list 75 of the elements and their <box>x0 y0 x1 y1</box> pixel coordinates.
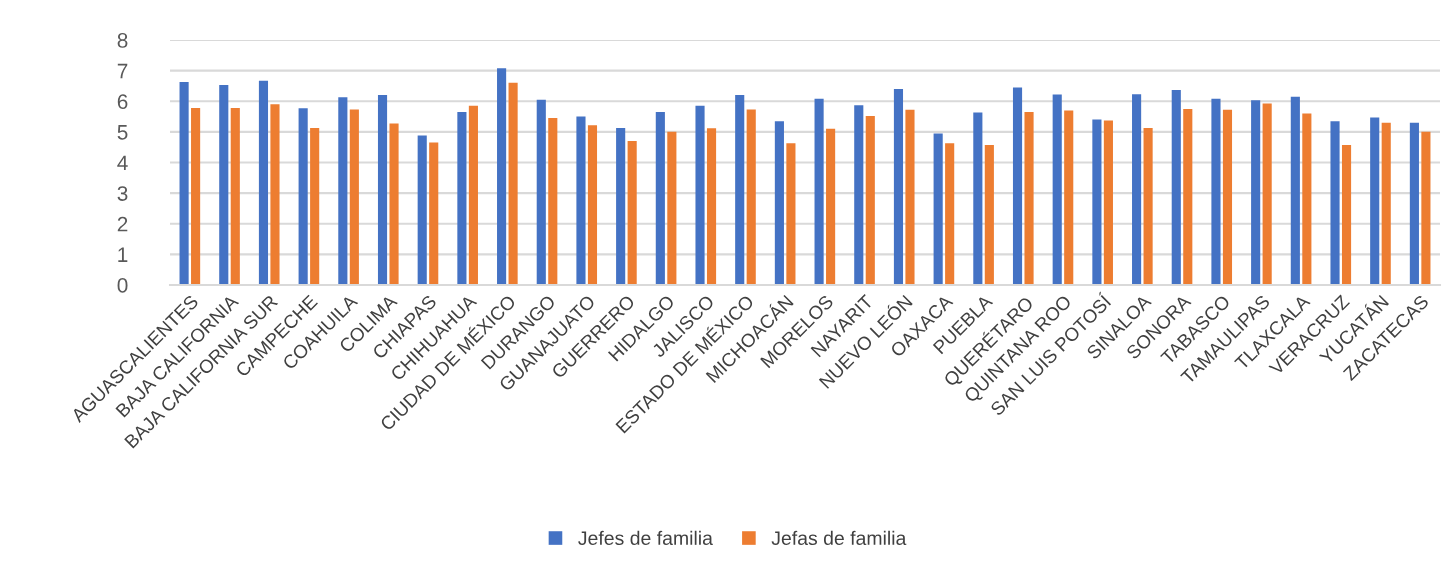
bar <box>1330 121 1340 285</box>
bar <box>179 81 189 285</box>
bar <box>984 145 994 285</box>
y-tick-label: 1 <box>118 247 128 262</box>
bar <box>667 131 677 285</box>
bar <box>497 68 507 285</box>
bar <box>1012 87 1023 285</box>
y-tick-label: 7 <box>117 63 128 79</box>
bar <box>746 109 756 285</box>
bar <box>1052 94 1062 285</box>
y-tick-label: 2 <box>117 216 128 232</box>
bar <box>893 89 904 285</box>
bar <box>270 104 280 285</box>
bar <box>814 98 824 285</box>
bar <box>1132 94 1142 285</box>
bar <box>706 128 717 285</box>
bar <box>548 118 558 285</box>
bar <box>1341 145 1352 285</box>
bar <box>735 95 745 285</box>
bar <box>865 115 875 285</box>
bar <box>1370 117 1380 285</box>
bar <box>655 111 665 285</box>
bar <box>1024 111 1034 285</box>
bar <box>945 143 955 285</box>
bar <box>1103 120 1113 285</box>
y-tick-label: 3 <box>117 186 128 201</box>
bar <box>310 127 320 285</box>
bar <box>905 109 915 285</box>
y-tick-label: 8 <box>117 33 128 48</box>
legend-label: Jefas de familia <box>771 530 907 546</box>
bar <box>1409 122 1419 285</box>
bar <box>349 109 359 285</box>
bar <box>854 105 864 285</box>
bar <box>695 105 705 285</box>
bar <box>338 97 348 285</box>
legend-label: Jefes de familia <box>578 530 713 546</box>
bar <box>536 99 546 285</box>
bar <box>1143 127 1153 285</box>
bar <box>468 105 478 285</box>
bar <box>457 111 467 285</box>
bar <box>786 143 796 285</box>
bar <box>1262 103 1272 285</box>
bar <box>417 135 427 285</box>
bar <box>1290 96 1300 285</box>
bar <box>1302 113 1312 285</box>
bar <box>576 116 586 285</box>
bar <box>191 107 201 285</box>
bar <box>1171 89 1181 285</box>
y-tick-label: 5 <box>117 125 128 140</box>
bar <box>1222 109 1233 285</box>
bar <box>933 133 943 285</box>
bar <box>1251 100 1261 285</box>
bar <box>508 82 518 285</box>
y-tick-label: 4 <box>117 155 128 171</box>
bar <box>429 142 439 285</box>
bar <box>973 112 983 285</box>
bar <box>389 123 399 285</box>
bar <box>377 95 388 285</box>
y-tick-label: 6 <box>117 94 128 109</box>
bar <box>258 80 269 285</box>
bar <box>1421 131 1431 285</box>
bar <box>774 121 784 285</box>
bar <box>587 125 598 285</box>
bar <box>616 127 626 285</box>
bar <box>1183 108 1193 285</box>
bar <box>298 108 308 285</box>
bar <box>627 141 637 285</box>
bar <box>230 107 240 285</box>
bar <box>1064 110 1074 285</box>
bar <box>1381 122 1391 285</box>
bar <box>1092 119 1102 285</box>
bar <box>826 128 836 285</box>
bar <box>1211 98 1221 285</box>
bar <box>219 85 229 285</box>
y-tick-label: 0 <box>117 278 128 293</box>
